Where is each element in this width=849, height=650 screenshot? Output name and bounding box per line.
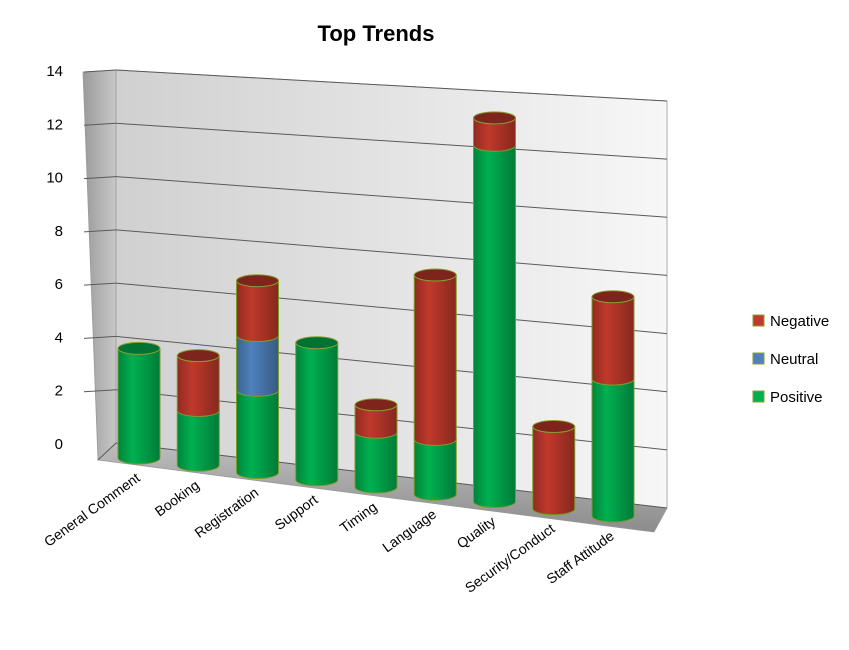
- gridline-side: [83, 282, 117, 286]
- bar-cap: [117, 341, 161, 355]
- bar-segment-positive: [176, 409, 220, 472]
- bar-stack: [354, 398, 398, 494]
- bar-cap: [354, 398, 398, 412]
- x-tick-label: Timing: [337, 498, 380, 535]
- bar-cap: [591, 290, 635, 304]
- y-tick-label: 10: [46, 170, 63, 187]
- y-axis: 0 2 4 6 8 10 12 14: [46, 63, 63, 453]
- y-tick-label: 12: [46, 116, 63, 133]
- legend-item-neutral: Neutral: [752, 351, 818, 368]
- y-tick-label: 8: [55, 223, 63, 240]
- gridline: [115, 69, 668, 102]
- legend-swatch: [752, 314, 765, 327]
- x-tick-label: General Comment: [41, 469, 143, 549]
- bar-segment-positive: [591, 378, 635, 523]
- bar-cap: [176, 349, 220, 363]
- x-tick-label: Booking: [152, 477, 202, 520]
- bar-cap: [473, 111, 516, 125]
- gridline: [115, 229, 668, 276]
- legend-label: Neutral: [770, 351, 818, 368]
- y-tick-label: 6: [55, 276, 63, 293]
- gridline: [115, 122, 668, 160]
- bar-segment-positive: [295, 342, 339, 487]
- bar-segment-negative: [591, 296, 635, 386]
- bar-cap: [236, 274, 279, 288]
- bar-segment-neutral: [236, 335, 279, 397]
- gridline: [115, 282, 668, 335]
- legend-label: Negative: [770, 313, 829, 330]
- legend-swatch: [752, 352, 765, 365]
- chart-title: Top Trends: [318, 21, 435, 46]
- bar-cap: [295, 336, 339, 350]
- bar-stack: [591, 290, 635, 523]
- y-tick-label: 0: [55, 436, 63, 453]
- gridline: [115, 335, 668, 393]
- bar-segment-negative: [236, 280, 279, 342]
- bar-segment-negative: [413, 274, 457, 446]
- gridline-side: [97, 442, 117, 461]
- bar-segment-negative: [354, 404, 398, 439]
- legend-label: Positive: [770, 389, 823, 406]
- gridline-side: [83, 176, 117, 180]
- bar-stack: [236, 274, 279, 479]
- legend-swatch: [752, 390, 765, 403]
- bar-segment-negative: [532, 426, 576, 516]
- bars: [117, 111, 635, 523]
- y-tick-label: 2: [55, 383, 63, 400]
- bar-stack: [532, 420, 576, 516]
- gridline-side: [83, 122, 117, 126]
- x-tick-label: Support: [271, 491, 320, 533]
- bar-segment-positive: [236, 389, 279, 479]
- bar-segment-negative: [473, 117, 516, 152]
- bar-segment-negative: [176, 355, 220, 417]
- bar-stack: [413, 268, 457, 501]
- gridline-side: [83, 229, 117, 233]
- bar-cap: [413, 268, 457, 282]
- x-tick-label: Language: [379, 506, 439, 556]
- bar-segment-positive: [413, 438, 457, 501]
- gridline-side: [83, 389, 117, 393]
- bar-segment-positive: [354, 431, 398, 494]
- gridline-side: [83, 335, 117, 339]
- legend: Negative Neutral Positive: [752, 313, 829, 406]
- bar-stack: [176, 349, 220, 472]
- legend-item-negative: Negative: [752, 313, 829, 330]
- y-tick-label: 4: [55, 329, 63, 346]
- x-tick-label: Registration: [191, 484, 261, 541]
- x-tick-label: Staff Attitude: [543, 527, 617, 587]
- bar-stack: [117, 341, 161, 465]
- gridline: [115, 176, 668, 218]
- bar-stack: [473, 111, 516, 508]
- bar-cap: [532, 420, 576, 434]
- legend-item-positive: Positive: [752, 389, 823, 406]
- gridline-side: [83, 69, 117, 73]
- side-wall: [82, 69, 117, 461]
- y-tick-label: 14: [46, 63, 63, 80]
- bar-stack: [295, 336, 339, 487]
- x-tick-label: Quality: [454, 513, 499, 552]
- bar-segment-positive: [117, 347, 161, 465]
- bar-segment-positive: [473, 144, 516, 508]
